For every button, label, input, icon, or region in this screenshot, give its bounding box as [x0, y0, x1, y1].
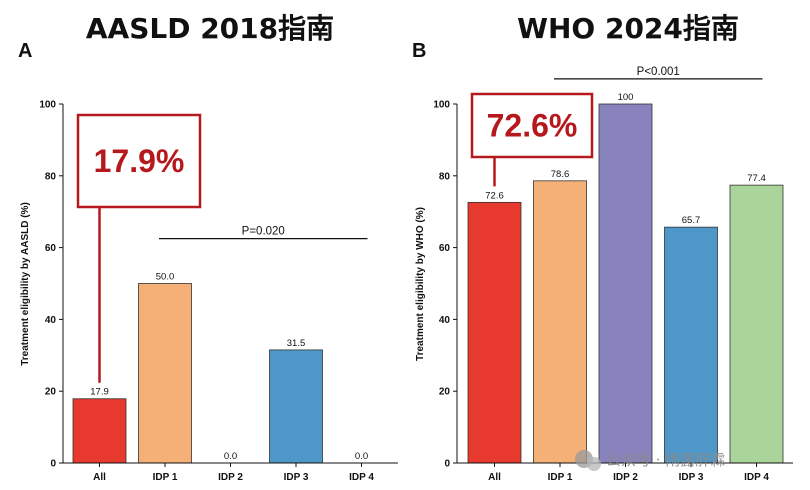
bar-idp-3 [269, 349, 323, 464]
y-tick-label: 80 [439, 171, 451, 182]
data-label: 100 [618, 92, 634, 103]
data-label: 0.0 [355, 451, 368, 462]
wechat-icon [575, 450, 601, 471]
y-tick-label: 100 [39, 100, 56, 111]
y-tick-label: 0 [50, 459, 56, 470]
y-tick-label: 0 [444, 459, 450, 470]
x-tick-label: IDP 1 [548, 472, 573, 483]
y-axis-label: Treatment eligibility by WHO (%) [415, 207, 426, 361]
y-tick-label: 20 [439, 387, 451, 398]
panel-b: WHO 2024指南 B Treatment eligibility by WH… [412, 12, 793, 483]
x-tick-label: IDP 3 [679, 472, 704, 483]
watermark: 公众号 · 雨露肝霖 [575, 450, 725, 471]
data-label: 31.5 [287, 338, 306, 349]
x-tick-label: IDP 4 [744, 472, 769, 483]
bar-idp-1 [533, 180, 587, 464]
callout-text: 72.6% [487, 108, 578, 144]
x-tick-label: All [93, 472, 106, 483]
y-tick-label: 20 [45, 387, 57, 398]
callout-text: 17.9% [94, 143, 185, 179]
y-tick-label: 40 [45, 315, 57, 326]
data-label: 77.4 [747, 173, 766, 184]
data-label: 78.6 [551, 169, 570, 180]
watermark-text: 公众号 · 雨露肝霖 [606, 451, 725, 469]
chart-title: WHO 2024指南 [517, 12, 739, 45]
y-tick-label: 60 [439, 243, 451, 254]
callout-box [76, 113, 202, 209]
bar-idp-1 [138, 283, 192, 464]
panel-a: AASLD 2018指南 A Treatment eligibility by … [18, 12, 398, 483]
panel-letter: B [412, 40, 426, 62]
bar-idp-4 [729, 184, 784, 464]
x-tick-label: IDP 3 [284, 472, 309, 483]
x-tick-label: IDP 4 [349, 472, 374, 483]
x-tick-label: IDP 1 [153, 472, 178, 483]
x-tick-label: IDP 2 [613, 472, 638, 483]
bar-idp-3 [664, 226, 718, 464]
y-tick-label: 40 [439, 315, 451, 326]
bar-all [467, 201, 522, 464]
data-label: 0.0 [224, 451, 237, 462]
y-tick-label: 100 [433, 100, 450, 111]
y-tick-label: 80 [45, 171, 57, 182]
y-tick-label: 60 [45, 243, 57, 254]
p-value-label: P=0.020 [242, 226, 285, 238]
data-label: 72.6 [485, 190, 504, 201]
data-label: 65.7 [682, 215, 701, 226]
data-label: 50.0 [156, 272, 175, 283]
chart-title: AASLD 2018指南 [86, 12, 334, 45]
x-tick-label: All [488, 472, 501, 483]
bar-idp-2 [598, 103, 653, 464]
y-axis-label: Treatment eligibility by AASLD (%) [20, 202, 31, 366]
p-value-label: P<0.001 [637, 66, 680, 78]
panel-letter: A [18, 40, 32, 62]
bar-all [72, 398, 127, 464]
callout-box [470, 92, 594, 159]
x-tick-label: IDP 2 [218, 472, 243, 483]
data-label: 17.9 [90, 387, 109, 398]
